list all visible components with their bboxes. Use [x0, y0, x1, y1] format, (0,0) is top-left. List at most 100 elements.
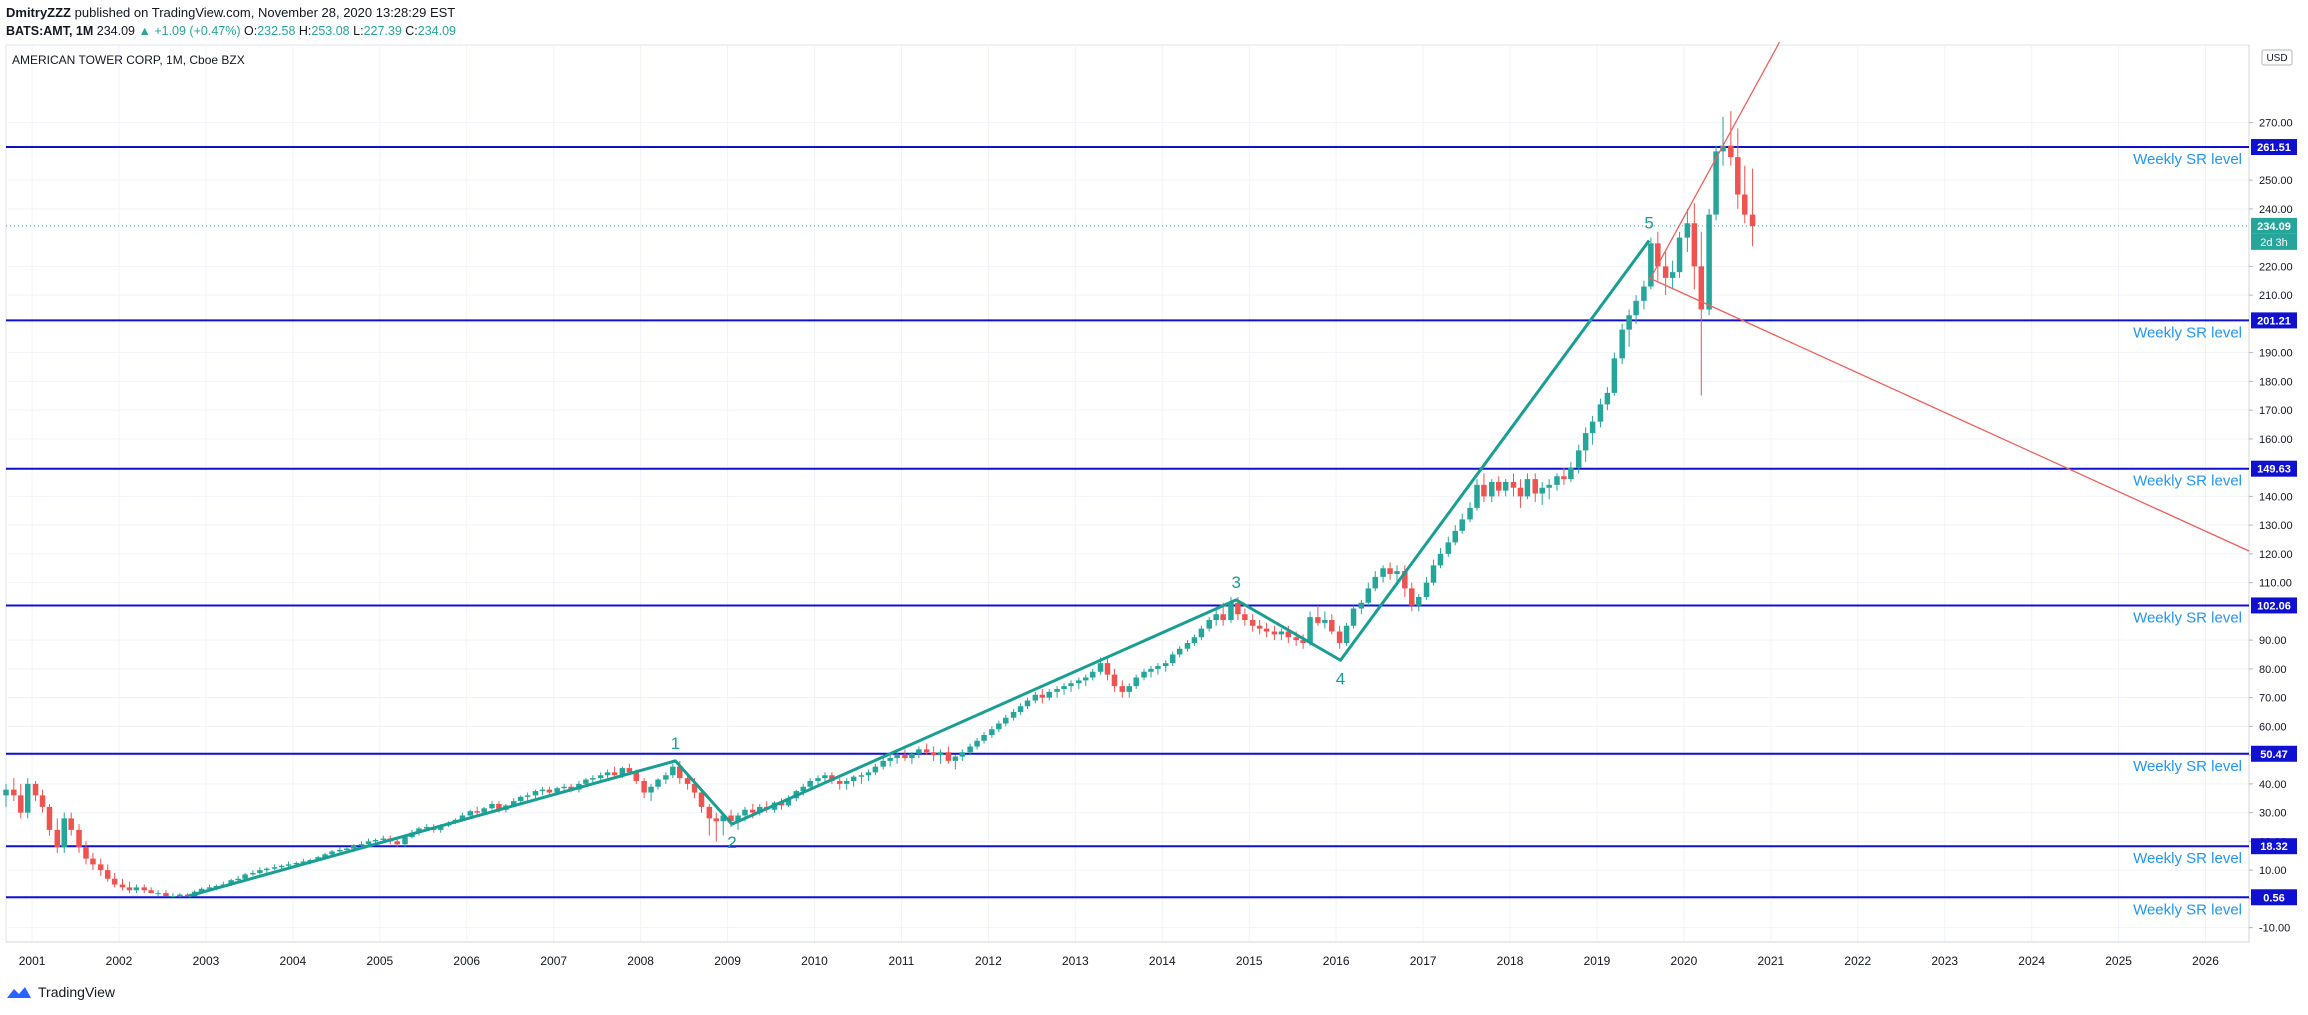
candle-body [372, 839, 379, 842]
candle-body [322, 854, 328, 858]
candle-body [1054, 689, 1060, 692]
candle-body [952, 756, 959, 761]
candle-body [1489, 482, 1495, 497]
candle-body [104, 870, 111, 879]
candle-body [626, 768, 633, 773]
plot-frame [5, 44, 2250, 943]
candle-body [1713, 151, 1719, 215]
candle-body [1728, 145, 1734, 158]
candle-body [1365, 588, 1372, 603]
candle-body [967, 746, 973, 753]
x-tick-label: 2002 [106, 954, 133, 968]
x-tick-label: 2011 [889, 954, 915, 968]
candle-body [1293, 637, 1299, 641]
trendline[interactable] [1648, 277, 2250, 552]
candle-body [981, 735, 987, 741]
candle-body [568, 786, 574, 790]
footer: TradingView [6, 980, 115, 1004]
candle-body [90, 858, 96, 865]
candle-body [1626, 315, 1632, 330]
candle-body [1481, 484, 1487, 497]
candle-body [655, 779, 661, 787]
candle-body [54, 829, 61, 848]
candle-body [1684, 223, 1691, 238]
trendlines[interactable] [1648, 41, 2250, 552]
candle-body [858, 775, 865, 777]
candle-body [1749, 214, 1756, 227]
change-arrow-icon: ▲ [138, 24, 151, 38]
candles [3, 111, 1756, 898]
x-tick-label: 2025 [2105, 954, 2132, 968]
y-tick-label: -10.00 [2259, 923, 2290, 935]
sr-price-badge [2251, 139, 2297, 156]
candle-body [437, 825, 444, 830]
candle-body [510, 801, 517, 806]
candle-body [815, 778, 821, 781]
x-axis: 2001 2002 2003 2004 2005 2006 2007 2008 2009 2010… [6, 941, 2249, 968]
candle-body [1691, 223, 1698, 267]
candle-body [597, 775, 604, 779]
candle-body [1083, 677, 1089, 681]
candle-body [916, 749, 922, 754]
candle-body [1198, 628, 1205, 638]
high-value: 253.08 [311, 24, 350, 38]
candle-body [1546, 484, 1552, 488]
candle-body [742, 809, 748, 816]
candle-body [1300, 640, 1306, 643]
candle-body [402, 837, 408, 845]
currency-badge: USD [2261, 49, 2293, 66]
symbol-label: BATS:AMT, 1M [6, 24, 94, 38]
chart-header: DmitryZZZ published on TradingView.com, … [6, 4, 1206, 40]
close-value: 234.09 [417, 24, 457, 38]
candle-body [785, 798, 792, 806]
candle-body [720, 815, 726, 822]
wave-polyline[interactable] [188, 239, 1651, 898]
candle-body [822, 775, 828, 779]
candle-body [11, 789, 17, 796]
candle-body [1735, 157, 1741, 195]
x-tick-label: 2026 [2192, 954, 2219, 968]
y-tick-label: 170.00 [2259, 405, 2293, 417]
candle-body [141, 887, 147, 891]
trendline[interactable] [1648, 41, 1781, 282]
candle-body [959, 752, 966, 757]
candle-body [1575, 450, 1582, 468]
x-tick-label: 2023 [1931, 954, 1958, 968]
candle-body [1068, 683, 1074, 687]
sr-price-badge-label: 18.32 [2260, 841, 2288, 853]
y-tick-label: 110.00 [2259, 578, 2292, 590]
author-name[interactable]: DmitryZZZ [6, 5, 71, 20]
candle-body [1076, 680, 1082, 684]
candle-body [561, 786, 567, 789]
last-price: 234.09 [96, 24, 135, 38]
candle-body [1358, 602, 1365, 609]
wave-path[interactable]: 1 2 3 4 5 [188, 214, 1654, 898]
candle-body [930, 752, 937, 756]
x-tick-label: 2013 [1062, 954, 1089, 968]
candle-body [902, 755, 908, 758]
tradingview-logo-icon[interactable] [6, 984, 32, 1000]
candle-body [1394, 571, 1400, 574]
x-tick-label: 2004 [280, 954, 307, 968]
candle-body [1220, 614, 1226, 620]
candle-body [1249, 620, 1256, 626]
candle-body [184, 894, 191, 896]
candle-body [1336, 631, 1343, 643]
candle-body [344, 848, 350, 850]
candle-body [894, 755, 900, 758]
candle-body [757, 806, 763, 813]
candle-body [1524, 479, 1531, 497]
sr-level-label: Weekly SR level [2133, 850, 2242, 867]
candle-body [633, 772, 640, 781]
footer-brand[interactable]: TradingView [38, 984, 116, 1000]
sr-level-label: Weekly SR level [2133, 324, 2242, 341]
candle-body [474, 811, 480, 813]
sr-level-label: Weekly SR level [2133, 151, 2242, 168]
candle-body [46, 806, 53, 830]
candle-body [843, 781, 850, 784]
candle-body [351, 845, 357, 849]
candle-body [836, 781, 843, 784]
candle-body [1315, 617, 1321, 623]
